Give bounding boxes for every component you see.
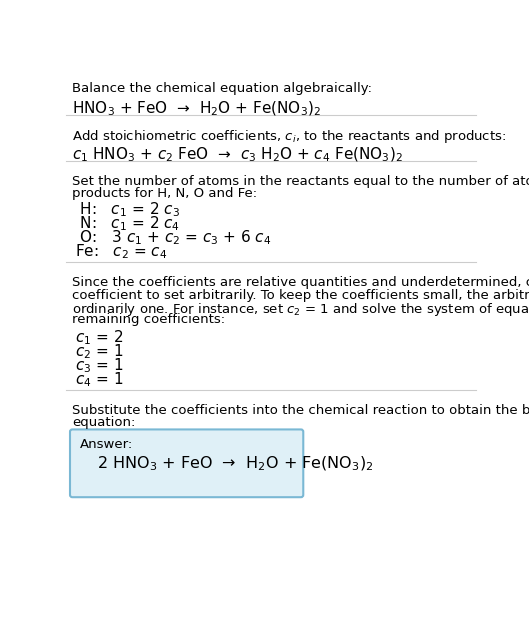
Text: $c_2$ = 1: $c_2$ = 1: [76, 342, 124, 361]
Text: 2 HNO$_3$ + FeO  →  H$_2$O + Fe(NO$_3$)$_2$: 2 HNO$_3$ + FeO → H$_2$O + Fe(NO$_3$)$_2…: [97, 455, 373, 473]
Text: $c_3$ = 1: $c_3$ = 1: [76, 356, 124, 375]
Text: O:   3 $c_1$ + $c_2$ = $c_3$ + 6 $c_4$: O: 3 $c_1$ + $c_2$ = $c_3$ + 6 $c_4$: [76, 228, 272, 247]
Text: N:   $c_1$ = 2 $c_4$: N: $c_1$ = 2 $c_4$: [76, 214, 180, 233]
Text: Substitute the coefficients into the chemical reaction to obtain the balanced: Substitute the coefficients into the che…: [72, 404, 529, 417]
Text: HNO$_3$ + FeO  →  H$_2$O + Fe(NO$_3$)$_2$: HNO$_3$ + FeO → H$_2$O + Fe(NO$_3$)$_2$: [72, 99, 322, 117]
Text: $c_4$ = 1: $c_4$ = 1: [76, 370, 124, 389]
Text: Fe:   $c_2$ = $c_4$: Fe: $c_2$ = $c_4$: [76, 242, 168, 261]
Text: $c_1$ = 2: $c_1$ = 2: [76, 329, 124, 347]
Text: ordinarily one. For instance, set $c_2$ = 1 and solve the system of equations fo: ordinarily one. For instance, set $c_2$ …: [72, 301, 529, 318]
Text: equation:: equation:: [72, 416, 136, 429]
Text: products for H, N, O and Fe:: products for H, N, O and Fe:: [72, 187, 258, 200]
Text: H:   $c_1$ = 2 $c_3$: H: $c_1$ = 2 $c_3$: [76, 201, 180, 219]
Text: Set the number of atoms in the reactants equal to the number of atoms in the: Set the number of atoms in the reactants…: [72, 174, 529, 187]
Text: coefficient to set arbitrarily. To keep the coefficients small, the arbitrary va: coefficient to set arbitrarily. To keep …: [72, 288, 529, 302]
Text: Add stoichiometric coefficients, $c_i$, to the reactants and products:: Add stoichiometric coefficients, $c_i$, …: [72, 129, 507, 145]
Text: Since the coefficients are relative quantities and underdetermined, choose a: Since the coefficients are relative quan…: [72, 277, 529, 289]
Text: Balance the chemical equation algebraically:: Balance the chemical equation algebraica…: [72, 82, 372, 95]
Text: $c_1$ HNO$_3$ + $c_2$ FeO  →  $c_3$ H$_2$O + $c_4$ Fe(NO$_3$)$_2$: $c_1$ HNO$_3$ + $c_2$ FeO → $c_3$ H$_2$O…: [72, 145, 403, 164]
FancyBboxPatch shape: [70, 429, 303, 497]
Text: remaining coefficients:: remaining coefficients:: [72, 313, 225, 326]
Text: Answer:: Answer:: [80, 438, 133, 451]
